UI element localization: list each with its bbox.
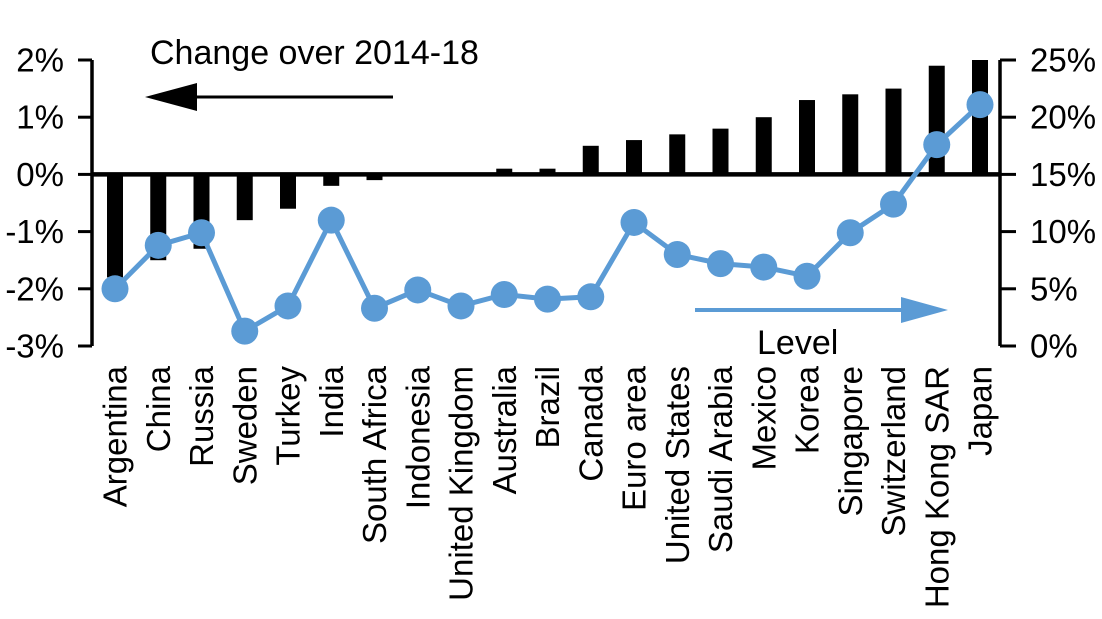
x-label-saudi-arabia: Saudi Arabia	[702, 365, 739, 553]
dot-korea	[793, 262, 821, 290]
right-axis-tick-label: 0%	[1030, 328, 1078, 365]
x-label-indonesia: Indonesia	[399, 365, 436, 509]
dot-japan	[966, 91, 994, 119]
dot-canada	[577, 283, 605, 311]
axis-tick-labels: 2% 1% 0% -1% -2% -3% 25% 20% 15% 10% 5% 0%	[5, 42, 1096, 365]
dot-switzerland	[880, 190, 907, 218]
x-label-switzerland: Switzerland	[875, 366, 912, 537]
dot-russia	[188, 219, 215, 247]
bar-mexico	[755, 117, 772, 175]
right-axis-tick-label: 5%	[1030, 270, 1078, 307]
dot-turkey	[274, 292, 302, 320]
change-arrow-left-icon	[145, 83, 393, 111]
x-label-south-africa: South Africa	[356, 365, 393, 544]
dot-hong-kong-sar	[923, 131, 951, 159]
x-label-turkey: Turkey	[270, 366, 307, 466]
x-label-japan: Japan	[962, 366, 999, 456]
bar-australia	[496, 168, 513, 175]
left-axis-tick-label: -2%	[5, 270, 64, 307]
x-label-canada: Canada	[572, 365, 609, 481]
left-axis-tick-label: -1%	[5, 213, 64, 250]
right-axis-tick-label: 20%	[1030, 99, 1096, 136]
bar-korea	[799, 100, 815, 175]
dot-indonesia	[404, 276, 432, 304]
left-axis-tick-label: 0%	[16, 156, 64, 193]
bar-turkey	[280, 174, 296, 209]
bar-united-states	[669, 134, 686, 175]
annotations: Change over 2014-18 Level	[145, 34, 948, 362]
left-axis-tick-label: -3%	[5, 328, 64, 365]
line-series	[101, 91, 994, 345]
dot-united-kingdom	[447, 292, 475, 320]
bar-argentina	[107, 174, 123, 278]
x-label-united-kingdom: United Kingdom	[443, 366, 480, 601]
x-label-brazil: Brazil	[529, 366, 566, 449]
dot-euro-area	[620, 208, 648, 236]
bar-brazil	[539, 168, 556, 175]
level-arrow-right-icon	[695, 297, 948, 323]
right-axis-tick-label: 15%	[1030, 156, 1096, 193]
x-label-russia: Russia	[183, 365, 220, 467]
x-label-argentina: Argentina	[97, 365, 134, 507]
bar-singapore	[842, 94, 859, 175]
right-axis-tick-label: 25%	[1030, 42, 1096, 79]
axes	[78, 58, 1016, 348]
dot-singapore	[836, 219, 864, 247]
bar-canada	[582, 145, 599, 175]
bar-series-annotation-label: Change over 2014-18	[150, 34, 479, 72]
x-label-india: India	[313, 365, 350, 437]
bar-saudi-arabia	[712, 128, 729, 175]
dot-south-africa	[361, 294, 388, 322]
x-label-united-states: United States	[659, 366, 696, 564]
x-label-singapore: Singapore	[832, 366, 869, 516]
x-label-mexico: Mexico	[745, 366, 782, 471]
bar-sweden	[236, 174, 253, 221]
dot-china	[144, 231, 172, 259]
left-axis-tick-label: 1%	[16, 99, 64, 136]
x-label-china: China	[140, 365, 177, 452]
bar-india	[323, 174, 340, 186]
x-label-hong-kong-sar: Hong Kong SAR	[918, 366, 955, 608]
bar-switzerland	[885, 88, 902, 175]
x-label-korea: Korea	[789, 365, 826, 454]
dot-argentina	[101, 275, 129, 303]
dot-india	[317, 206, 345, 234]
dot-saudi-arabia	[707, 250, 734, 278]
dot-mexico	[750, 253, 778, 281]
category-labels: Argentina China Russia Sweden Turkey India Sou…	[97, 365, 999, 608]
dot-sweden	[231, 317, 259, 345]
right-axis-tick-label: 10%	[1030, 213, 1096, 250]
x-label-euro-area: Euro area	[616, 365, 653, 511]
x-label-australia: Australia	[486, 365, 523, 494]
x-label-sweden: Sweden	[226, 366, 263, 485]
bar-euro-area	[626, 140, 642, 175]
left-axis-tick-label: 2%	[16, 42, 64, 79]
dot-australia	[490, 281, 518, 309]
line-series-annotation-label: Level	[757, 324, 838, 362]
dot-brazil	[534, 285, 561, 313]
dot-united-states	[663, 240, 691, 268]
bar-south-africa	[366, 174, 383, 181]
